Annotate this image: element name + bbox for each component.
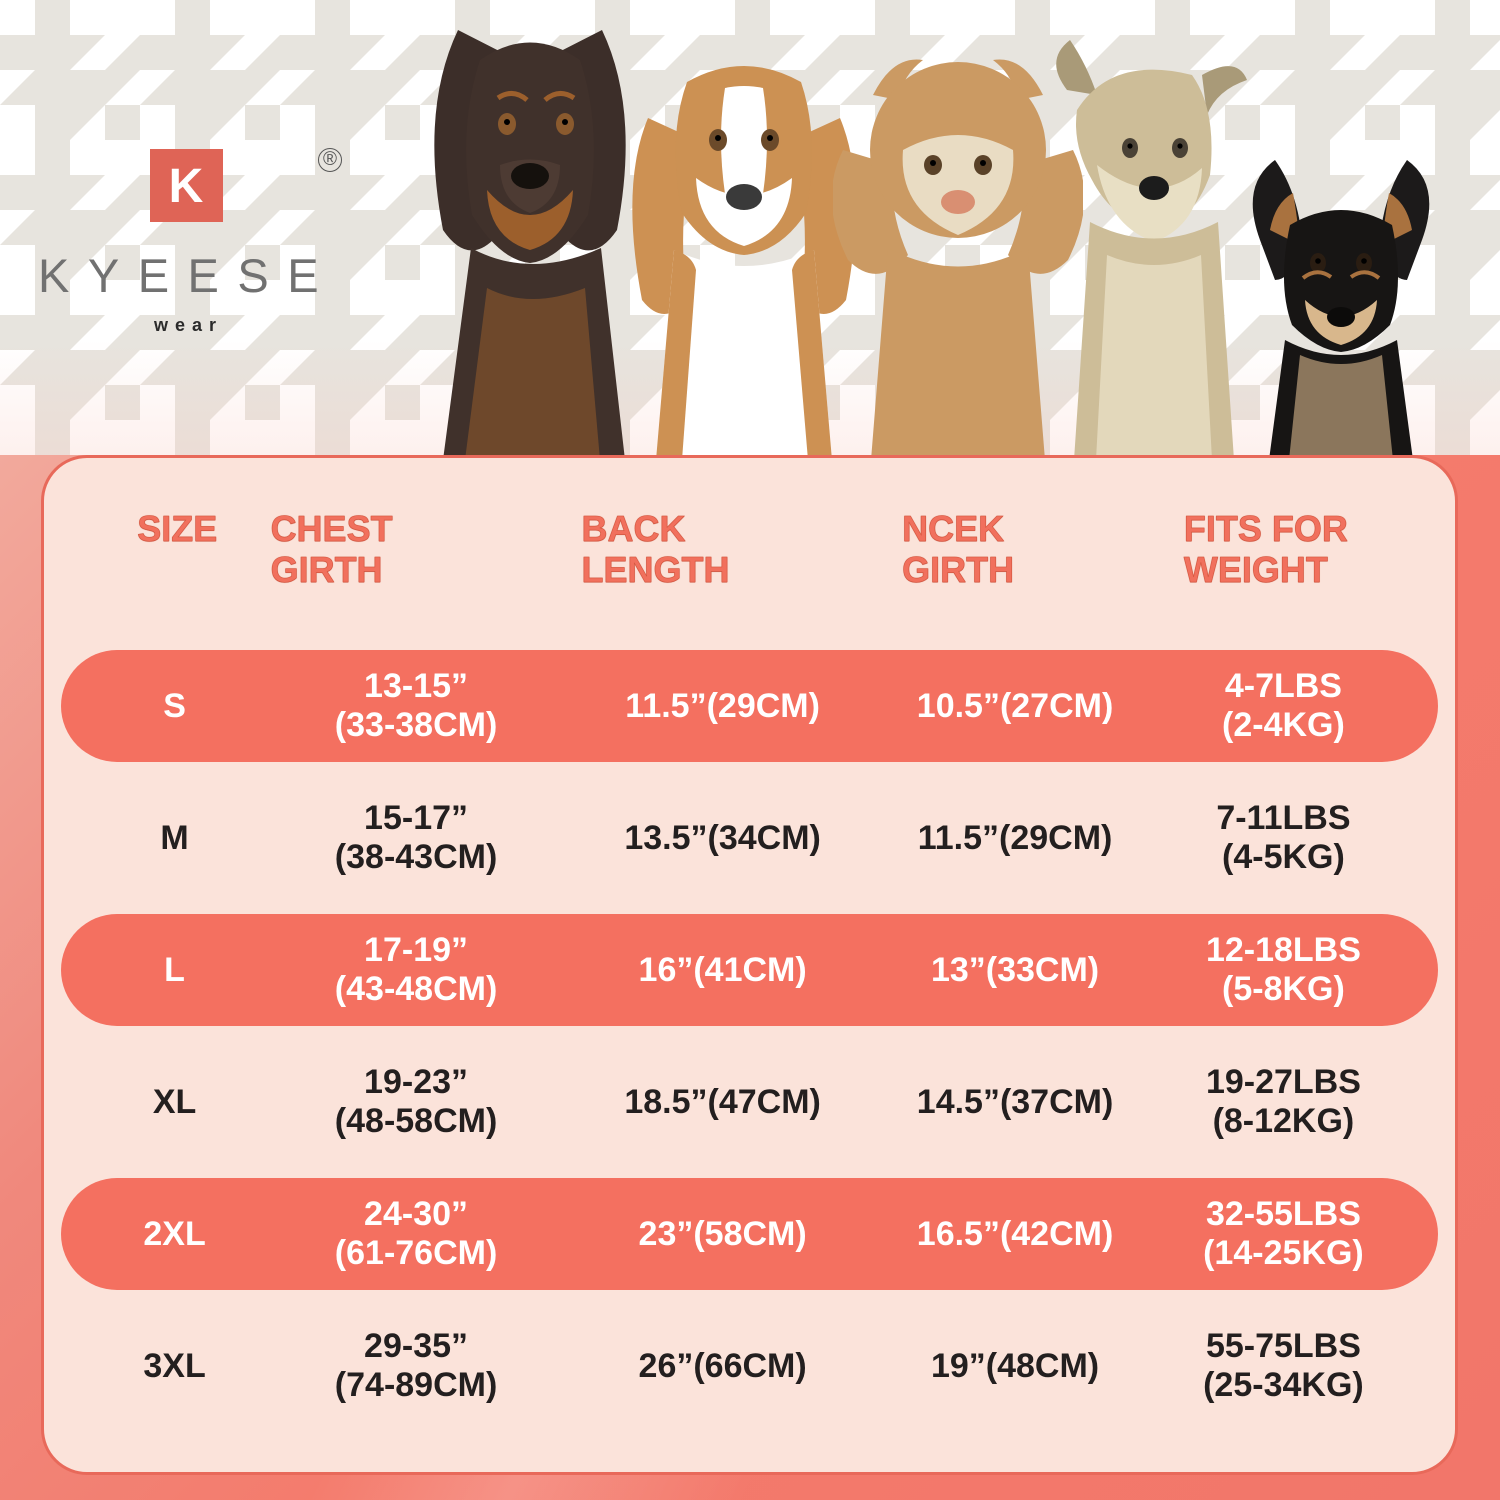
svg-text:K: K <box>169 160 204 213</box>
